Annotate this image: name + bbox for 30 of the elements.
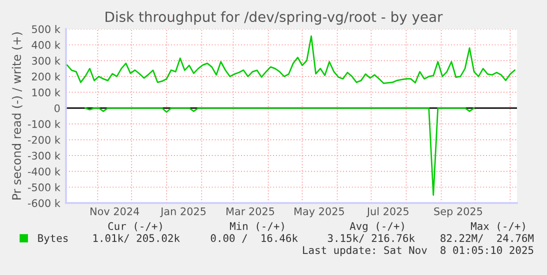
y-tick-label: -600 k <box>28 199 60 208</box>
text: Min (-/+) <box>230 222 284 232</box>
y-tick-label: 200 k <box>32 72 60 81</box>
text: Max (-/+) <box>470 222 525 232</box>
y-tick-label: 100 k <box>32 88 60 96</box>
y-tick-label: -100 k <box>28 120 60 128</box>
x-tick-label: May 2025 <box>294 207 344 218</box>
chart-title: Disk throughput for /dev/spring-vg/root - by year <box>106 11 443 25</box>
x-tick-label: Jan 2025 <box>160 207 206 218</box>
y-axis-title: Pr second read (-) / write (+) <box>12 32 22 200</box>
x-tick-label: Jul 2025 <box>366 207 408 218</box>
x-tick-label: Mar 2025 <box>226 207 274 216</box>
text: Last update: Sat Nov 8 01:05:10 2025 <box>303 246 534 256</box>
y-tick-label: -300 k <box>28 152 60 160</box>
y-tick-label: 300 k <box>32 56 60 65</box>
text: 0.00 / 16.46k <box>210 234 298 243</box>
text: Cur (-/+) <box>108 222 162 232</box>
y-tick-label: -200 k <box>28 136 60 144</box>
x-tick-label: Sep 2025 <box>434 207 482 218</box>
y-tick-label: -500 k <box>28 183 60 192</box>
y-tick-label: 500 k <box>32 25 60 34</box>
legend-label: Bytes <box>38 234 68 244</box>
text: 82.22M/ 24.76M <box>440 234 534 243</box>
x-tick-label: Nov 2024 <box>90 207 140 216</box>
text: Avg (-/+) <box>350 222 404 232</box>
y-tick-label: 400 k <box>32 40 60 49</box>
text: 1.01k/ 205.02k <box>93 234 180 243</box>
y-tick-label: 0 <box>54 104 60 112</box>
y-tick-label: -400 k <box>28 167 60 176</box>
text: 3.15k/ 216.76k <box>328 234 415 243</box>
